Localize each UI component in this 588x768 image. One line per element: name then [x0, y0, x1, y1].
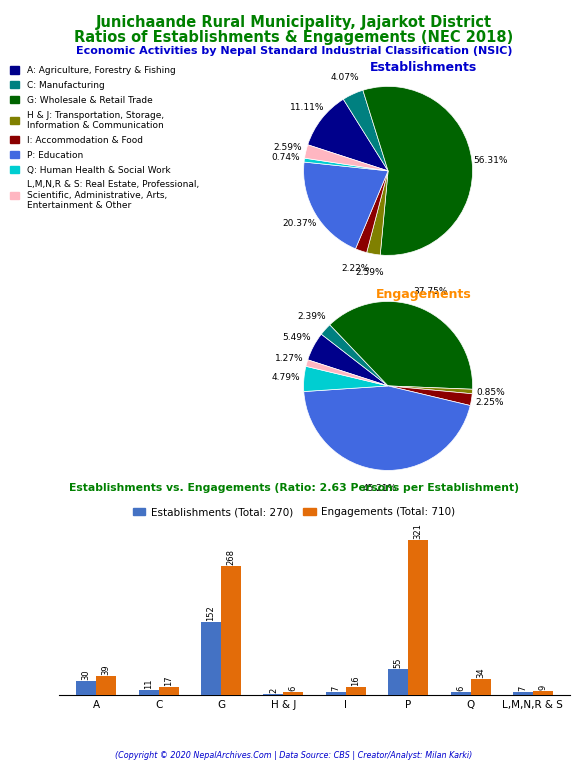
Wedge shape	[303, 366, 388, 392]
Wedge shape	[308, 334, 388, 386]
Wedge shape	[367, 171, 388, 255]
Bar	[346, 687, 366, 695]
Text: 34: 34	[476, 667, 485, 677]
Bar	[408, 540, 428, 695]
Text: 9: 9	[539, 684, 547, 690]
Text: 17: 17	[164, 675, 173, 686]
Bar	[513, 692, 533, 695]
Wedge shape	[304, 158, 388, 171]
Bar	[388, 668, 408, 695]
Legend: A: Agriculture, Forestry & Fishing, C: Manufacturing, G: Wholesale & Retail Trad: A: Agriculture, Forestry & Fishing, C: M…	[11, 66, 199, 210]
Text: 7: 7	[519, 685, 527, 690]
Text: 5.49%: 5.49%	[283, 333, 311, 343]
Text: 11.11%: 11.11%	[290, 103, 324, 112]
Text: Junichaande Rural Municipality, Jajarkot District: Junichaande Rural Municipality, Jajarkot…	[96, 15, 492, 31]
Bar	[139, 690, 159, 695]
Text: 56.31%: 56.31%	[473, 156, 508, 164]
Text: 16: 16	[351, 676, 360, 687]
Text: 268: 268	[226, 549, 235, 564]
Wedge shape	[330, 302, 473, 389]
Wedge shape	[308, 99, 388, 171]
Bar	[450, 692, 470, 695]
Bar	[201, 622, 221, 695]
Text: 7: 7	[331, 685, 340, 690]
Wedge shape	[321, 325, 388, 386]
Text: 2.25%: 2.25%	[476, 399, 504, 407]
Bar	[96, 676, 116, 695]
Text: 39: 39	[102, 664, 111, 675]
Legend: Establishments (Total: 270), Engagements (Total: 710): Establishments (Total: 270), Engagements…	[129, 503, 459, 521]
Bar	[470, 679, 490, 695]
Text: 37.75%: 37.75%	[413, 287, 448, 296]
Wedge shape	[363, 87, 473, 255]
Text: 4.07%: 4.07%	[330, 73, 359, 81]
Bar	[159, 687, 179, 695]
Bar	[221, 566, 241, 695]
Wedge shape	[303, 162, 388, 249]
Text: Economic Activities by Nepal Standard Industrial Classification (NSIC): Economic Activities by Nepal Standard In…	[76, 46, 512, 56]
Text: Engagements: Engagements	[376, 288, 471, 301]
Bar	[76, 680, 96, 695]
Bar	[326, 692, 346, 695]
Wedge shape	[388, 386, 473, 394]
Wedge shape	[304, 386, 470, 470]
Text: 6: 6	[289, 686, 298, 691]
Text: 2: 2	[269, 688, 278, 693]
Wedge shape	[305, 145, 388, 171]
Wedge shape	[306, 360, 388, 386]
Text: 321: 321	[413, 523, 423, 539]
Wedge shape	[343, 91, 388, 171]
Text: 2.22%: 2.22%	[341, 264, 369, 273]
Text: Ratios of Establishments & Engagements (NEC 2018): Ratios of Establishments & Engagements (…	[74, 30, 514, 45]
Text: 55: 55	[394, 657, 403, 667]
Text: 0.74%: 0.74%	[272, 153, 300, 162]
Text: 2.59%: 2.59%	[356, 268, 385, 277]
Wedge shape	[388, 386, 472, 406]
Text: 0.85%: 0.85%	[476, 389, 505, 397]
Wedge shape	[356, 171, 388, 253]
Text: 2.39%: 2.39%	[298, 313, 326, 321]
Text: 6: 6	[456, 686, 465, 691]
Text: 45.21%: 45.21%	[362, 484, 396, 493]
Text: 20.37%: 20.37%	[282, 219, 316, 228]
Text: (Copyright © 2020 NepalArchives.Com | Data Source: CBS | Creator/Analyst: Milan : (Copyright © 2020 NepalArchives.Com | Da…	[115, 751, 473, 760]
Text: 2.59%: 2.59%	[273, 143, 302, 151]
Bar	[533, 690, 553, 695]
Text: 1.27%: 1.27%	[275, 353, 303, 362]
Text: 30: 30	[82, 669, 91, 680]
Bar	[263, 694, 283, 695]
Text: Establishments vs. Engagements (Ratio: 2.63 Persons per Establishment): Establishments vs. Engagements (Ratio: 2…	[69, 483, 519, 493]
Text: 4.79%: 4.79%	[271, 372, 300, 382]
Text: Establishments: Establishments	[370, 61, 477, 74]
Text: 11: 11	[144, 678, 153, 689]
Text: 152: 152	[206, 605, 216, 621]
Bar	[283, 692, 303, 695]
